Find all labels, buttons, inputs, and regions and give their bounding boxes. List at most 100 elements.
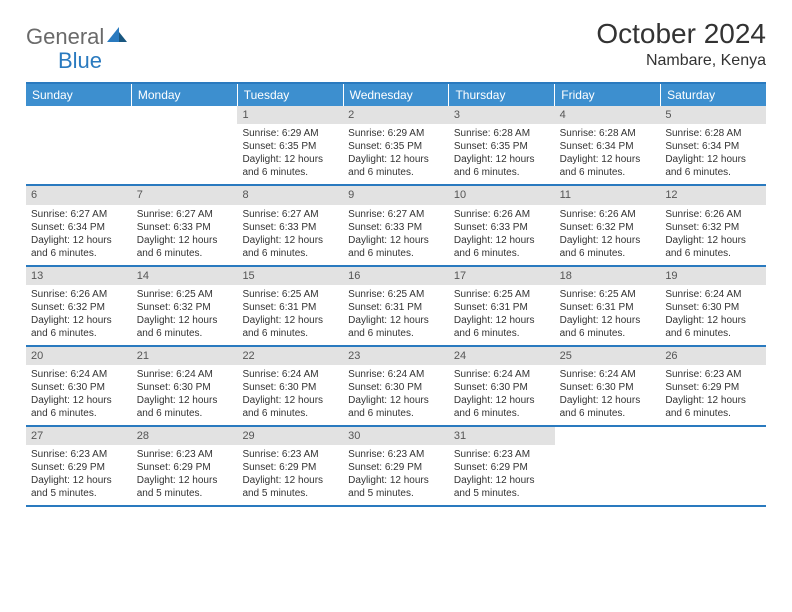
day-content: Sunrise: 6:27 AMSunset: 6:34 PMDaylight:… bbox=[26, 205, 132, 265]
sunrise-text: Sunrise: 6:26 AM bbox=[31, 288, 127, 301]
daylight-text: Daylight: 12 hours and 6 minutes. bbox=[242, 153, 338, 179]
day-cell: 13Sunrise: 6:26 AMSunset: 6:32 PMDayligh… bbox=[26, 267, 132, 345]
day-cell: 10Sunrise: 6:26 AMSunset: 6:33 PMDayligh… bbox=[449, 186, 555, 264]
sunset-text: Sunset: 6:30 PM bbox=[454, 381, 550, 394]
sunset-text: Sunset: 6:31 PM bbox=[560, 301, 656, 314]
day-content: Sunrise: 6:25 AMSunset: 6:31 PMDaylight:… bbox=[555, 285, 661, 345]
day-content: Sunrise: 6:26 AMSunset: 6:32 PMDaylight:… bbox=[26, 285, 132, 345]
sunrise-text: Sunrise: 6:26 AM bbox=[560, 208, 656, 221]
day-cell: 15Sunrise: 6:25 AMSunset: 6:31 PMDayligh… bbox=[237, 267, 343, 345]
day-number: 17 bbox=[449, 267, 555, 285]
day-content: Sunrise: 6:25 AMSunset: 6:32 PMDaylight:… bbox=[132, 285, 238, 345]
day-number: 20 bbox=[26, 347, 132, 365]
week-row: 13Sunrise: 6:26 AMSunset: 6:32 PMDayligh… bbox=[26, 267, 766, 347]
brand-logo: General bbox=[26, 18, 128, 50]
day-cell: 12Sunrise: 6:26 AMSunset: 6:32 PMDayligh… bbox=[660, 186, 766, 264]
day-number: 8 bbox=[237, 186, 343, 204]
day-content: Sunrise: 6:23 AMSunset: 6:29 PMDaylight:… bbox=[237, 445, 343, 505]
sunset-text: Sunset: 6:35 PM bbox=[242, 140, 338, 153]
day-number: 2 bbox=[343, 106, 449, 124]
sunrise-text: Sunrise: 6:24 AM bbox=[31, 368, 127, 381]
day-number: 7 bbox=[132, 186, 238, 204]
day-content: Sunrise: 6:24 AMSunset: 6:30 PMDaylight:… bbox=[237, 365, 343, 425]
day-content: Sunrise: 6:25 AMSunset: 6:31 PMDaylight:… bbox=[449, 285, 555, 345]
day-cell: 1Sunrise: 6:29 AMSunset: 6:35 PMDaylight… bbox=[237, 106, 343, 184]
day-number: 1 bbox=[237, 106, 343, 124]
sunrise-text: Sunrise: 6:27 AM bbox=[242, 208, 338, 221]
sunrise-text: Sunrise: 6:23 AM bbox=[665, 368, 761, 381]
daylight-text: Daylight: 12 hours and 6 minutes. bbox=[560, 314, 656, 340]
sunrise-text: Sunrise: 6:23 AM bbox=[31, 448, 127, 461]
day-header: Sunday bbox=[26, 84, 132, 106]
day-number: 3 bbox=[449, 106, 555, 124]
daylight-text: Daylight: 12 hours and 6 minutes. bbox=[348, 314, 444, 340]
day-cell: 14Sunrise: 6:25 AMSunset: 6:32 PMDayligh… bbox=[132, 267, 238, 345]
day-number: 29 bbox=[237, 427, 343, 445]
day-cell: 25Sunrise: 6:24 AMSunset: 6:30 PMDayligh… bbox=[555, 347, 661, 425]
brand-word-2: Blue bbox=[58, 48, 102, 73]
day-number: 14 bbox=[132, 267, 238, 285]
day-cell: 22Sunrise: 6:24 AMSunset: 6:30 PMDayligh… bbox=[237, 347, 343, 425]
day-content: Sunrise: 6:28 AMSunset: 6:34 PMDaylight:… bbox=[555, 124, 661, 184]
day-content: Sunrise: 6:24 AMSunset: 6:30 PMDaylight:… bbox=[132, 365, 238, 425]
daylight-text: Daylight: 12 hours and 6 minutes. bbox=[454, 234, 550, 260]
day-cell: 9 Sunrise: 6:27 AMSunset: 6:33 PMDaylight… bbox=[343, 186, 449, 264]
day-cell: 19Sunrise: 6:24 AMSunset: 6:30 PMDayligh… bbox=[660, 267, 766, 345]
day-number: 5 bbox=[660, 106, 766, 124]
day-content: Sunrise: 6:27 AMSunset: 6:33 PMDaylight:… bbox=[237, 205, 343, 265]
sunrise-text: Sunrise: 6:23 AM bbox=[348, 448, 444, 461]
sunset-text: Sunset: 6:29 PM bbox=[454, 461, 550, 474]
daylight-text: Daylight: 12 hours and 6 minutes. bbox=[665, 153, 761, 179]
sunset-text: Sunset: 6:30 PM bbox=[348, 381, 444, 394]
daylight-text: Daylight: 12 hours and 6 minutes. bbox=[454, 394, 550, 420]
day-content: Sunrise: 6:23 AMSunset: 6:29 PMDaylight:… bbox=[343, 445, 449, 505]
daylight-text: Daylight: 12 hours and 6 minutes. bbox=[348, 153, 444, 179]
day-content: Sunrise: 6:24 AMSunset: 6:30 PMDaylight:… bbox=[26, 365, 132, 425]
day-number: 30 bbox=[343, 427, 449, 445]
day-content: Sunrise: 6:28 AMSunset: 6:34 PMDaylight:… bbox=[660, 124, 766, 184]
sunrise-text: Sunrise: 6:28 AM bbox=[454, 127, 550, 140]
day-header: Saturday bbox=[661, 84, 766, 106]
day-content: Sunrise: 6:29 AMSunset: 6:35 PMDaylight:… bbox=[343, 124, 449, 184]
sunrise-text: Sunrise: 6:27 AM bbox=[31, 208, 127, 221]
day-number: 15 bbox=[237, 267, 343, 285]
day-header: Monday bbox=[132, 84, 238, 106]
day-cell: 7Sunrise: 6:27 AMSunset: 6:33 PMDaylight… bbox=[132, 186, 238, 264]
day-cell: 5Sunrise: 6:28 AMSunset: 6:34 PMDaylight… bbox=[660, 106, 766, 184]
daylight-text: Daylight: 12 hours and 6 minutes. bbox=[454, 153, 550, 179]
sunset-text: Sunset: 6:33 PM bbox=[454, 221, 550, 234]
day-content: Sunrise: 6:24 AMSunset: 6:30 PMDaylight:… bbox=[343, 365, 449, 425]
sunrise-text: Sunrise: 6:25 AM bbox=[242, 288, 338, 301]
sunrise-text: Sunrise: 6:23 AM bbox=[454, 448, 550, 461]
daylight-text: Daylight: 12 hours and 6 minutes. bbox=[348, 394, 444, 420]
logo-sail-icon bbox=[104, 24, 128, 50]
sunrise-text: Sunrise: 6:25 AM bbox=[454, 288, 550, 301]
daylight-text: Daylight: 12 hours and 6 minutes. bbox=[31, 394, 127, 420]
daylight-text: Daylight: 12 hours and 6 minutes. bbox=[665, 314, 761, 340]
sunset-text: Sunset: 6:30 PM bbox=[665, 301, 761, 314]
daylight-text: Daylight: 12 hours and 6 minutes. bbox=[348, 234, 444, 260]
sunrise-text: Sunrise: 6:28 AM bbox=[665, 127, 761, 140]
sunrise-text: Sunrise: 6:27 AM bbox=[348, 208, 444, 221]
sunrise-text: Sunrise: 6:24 AM bbox=[454, 368, 550, 381]
day-cell: 3Sunrise: 6:28 AMSunset: 6:35 PMDaylight… bbox=[449, 106, 555, 184]
sunrise-text: Sunrise: 6:24 AM bbox=[242, 368, 338, 381]
day-number: 25 bbox=[555, 347, 661, 365]
day-number: 9 bbox=[343, 186, 449, 204]
day-number: 6 bbox=[26, 186, 132, 204]
sunset-text: Sunset: 6:33 PM bbox=[348, 221, 444, 234]
day-cell: 18Sunrise: 6:25 AMSunset: 6:31 PMDayligh… bbox=[555, 267, 661, 345]
sunset-text: Sunset: 6:34 PM bbox=[665, 140, 761, 153]
sunset-text: Sunset: 6:29 PM bbox=[31, 461, 127, 474]
day-number: 27 bbox=[26, 427, 132, 445]
sunrise-text: Sunrise: 6:25 AM bbox=[137, 288, 233, 301]
daylight-text: Daylight: 12 hours and 6 minutes. bbox=[560, 394, 656, 420]
day-number: 31 bbox=[449, 427, 555, 445]
daylight-text: Daylight: 12 hours and 6 minutes. bbox=[665, 234, 761, 260]
empty-cell bbox=[555, 427, 661, 505]
day-number: 10 bbox=[449, 186, 555, 204]
daylight-text: Daylight: 12 hours and 5 minutes. bbox=[31, 474, 127, 500]
day-content: Sunrise: 6:27 AMSunset: 6:33 PMDaylight:… bbox=[132, 205, 238, 265]
day-number: 28 bbox=[132, 427, 238, 445]
daylight-text: Daylight: 12 hours and 6 minutes. bbox=[242, 394, 338, 420]
